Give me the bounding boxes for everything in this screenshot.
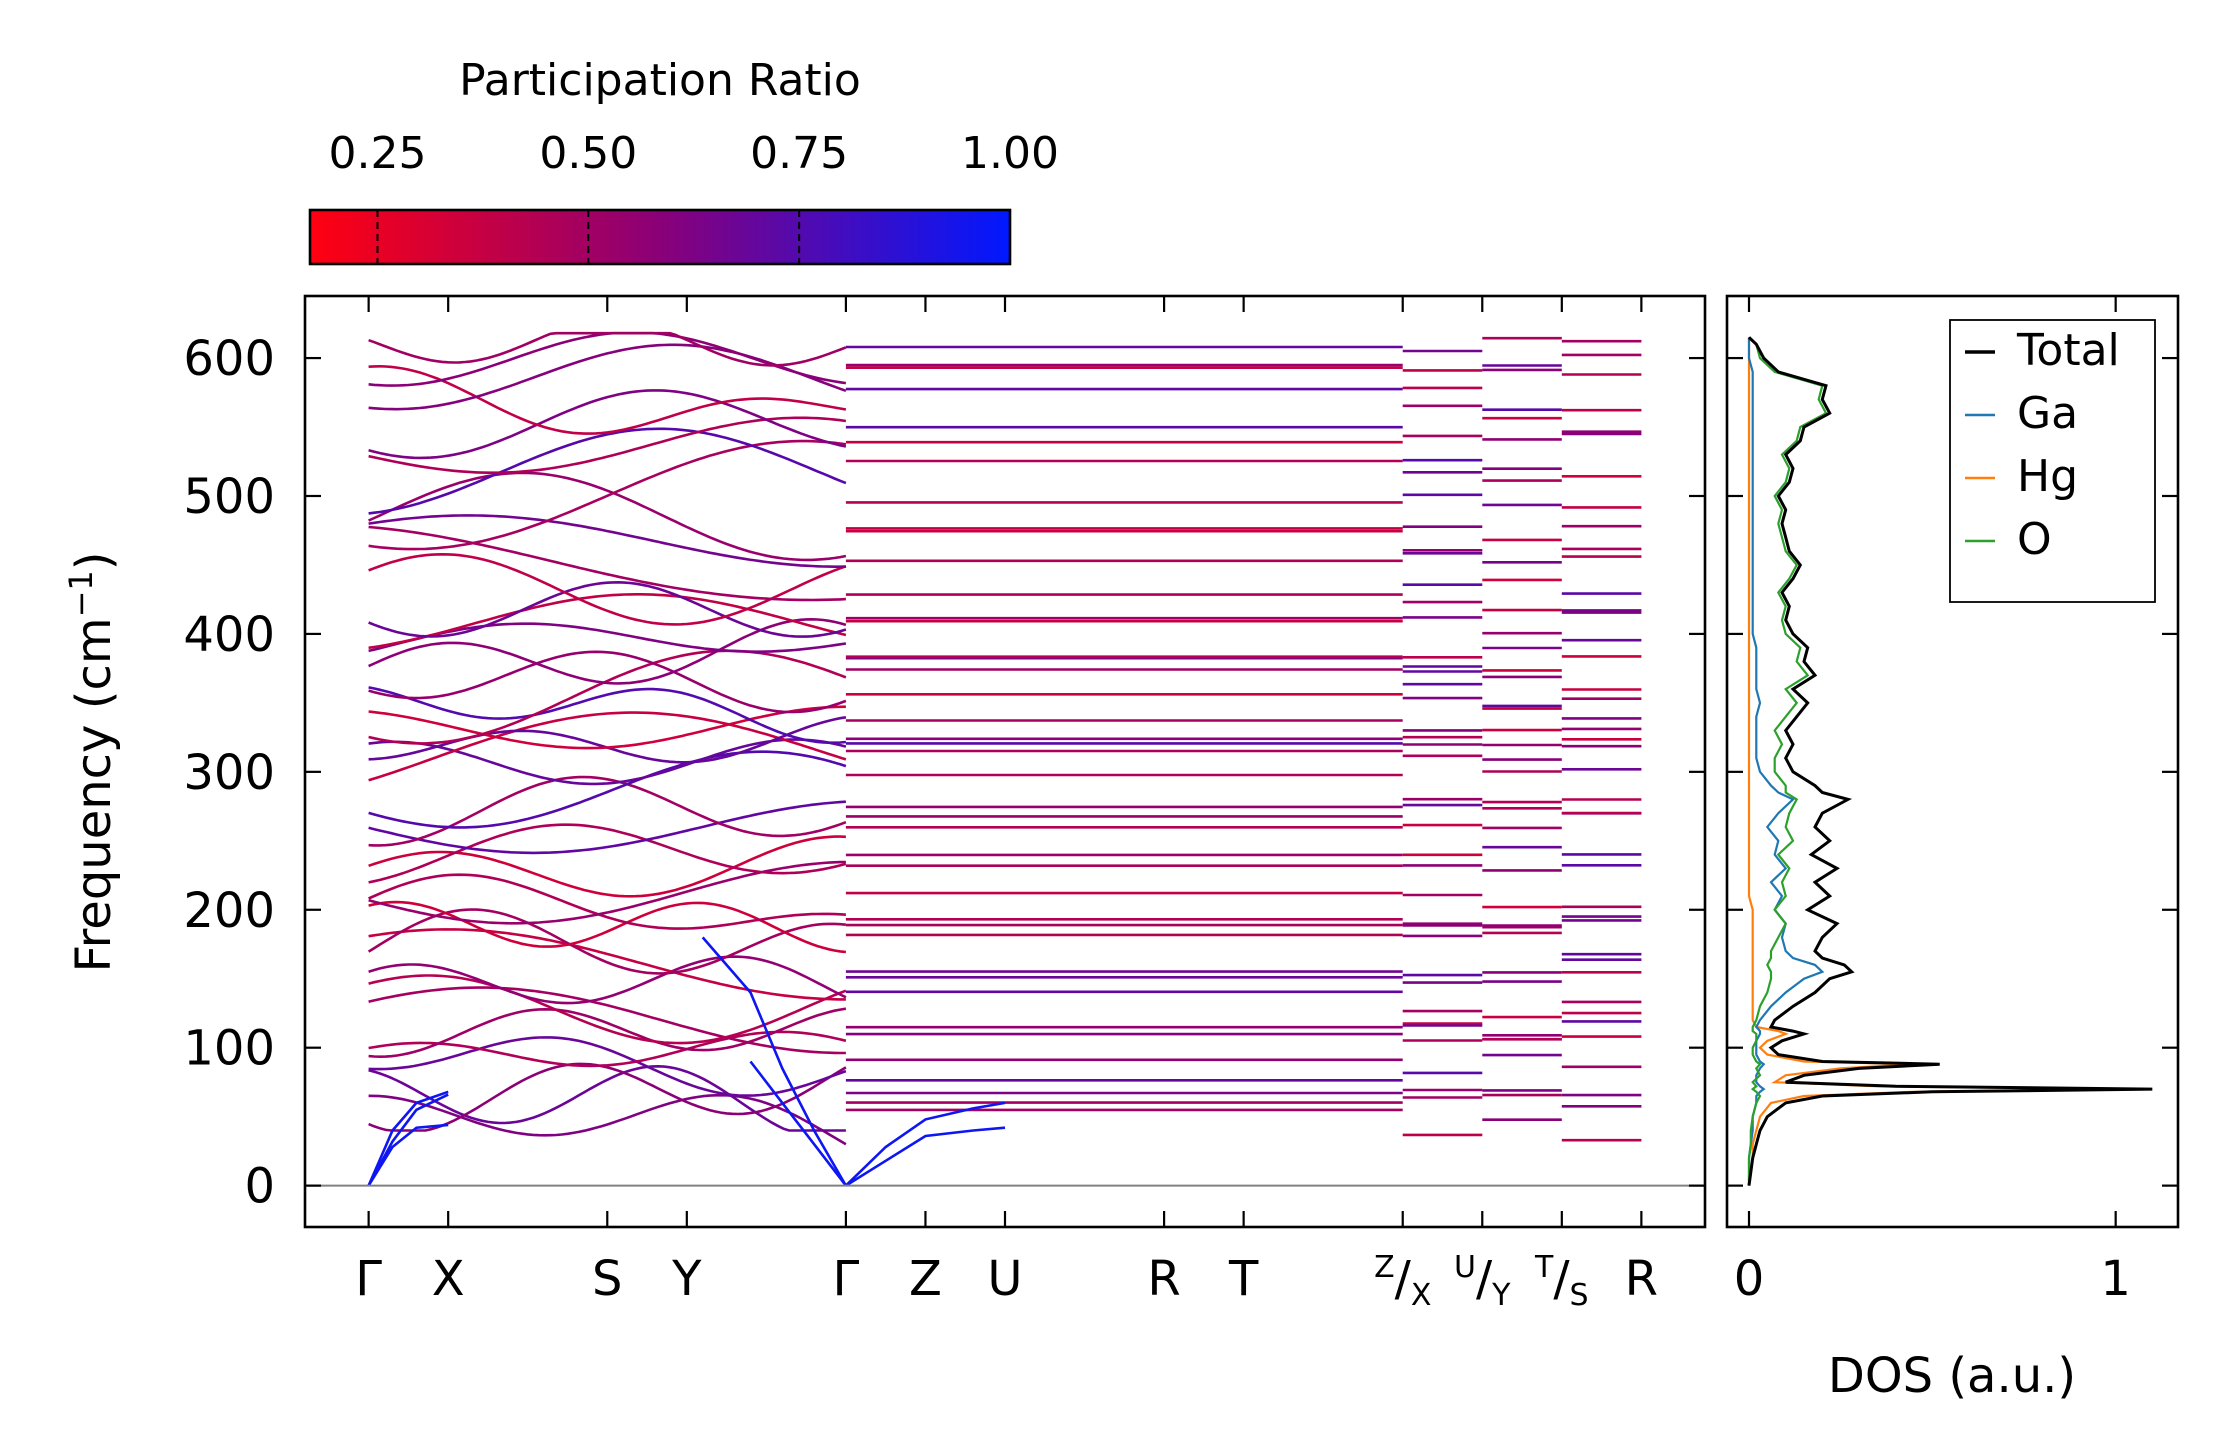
phonon-band (368, 416, 847, 475)
phonon-band (368, 331, 847, 367)
phonon-band (368, 928, 846, 1001)
phonon-band (368, 617, 847, 685)
legend-label: Ga (2017, 388, 2078, 439)
dos-legend: Total Ga Hg O (1949, 319, 2156, 603)
acoustic-branch (749, 1060, 847, 1187)
dos-y-ticks (1727, 356, 2178, 1187)
phonon-band (368, 955, 847, 1005)
y-tick-label: 300 (183, 745, 275, 801)
colorbar-tick-label: 0.50 (539, 128, 637, 179)
phonon-band (368, 580, 847, 638)
kpoint-label: Γ (833, 1251, 860, 1307)
phonon-band (368, 823, 847, 884)
dos-line-o (1747, 336, 1828, 1186)
kpoint-label: R (1625, 1251, 1658, 1307)
phonon-band (368, 900, 847, 954)
kpoint-label: Z/X (1374, 1250, 1431, 1313)
band-y-ticks: 0 100 200 300 400 500 600 (183, 331, 1705, 1215)
phonon-band (368, 800, 846, 855)
phonon-band (368, 427, 847, 515)
colorbar-tick-labels: 0.25 0.50 0.75 1.00 (328, 128, 1058, 179)
y-tick-label: 400 (183, 607, 275, 663)
phonon-band (368, 622, 847, 654)
legend-label: Total (2016, 325, 2120, 376)
phonon-band (368, 439, 847, 551)
phonon-band (368, 986, 846, 1055)
acoustic-branch (845, 1126, 1006, 1187)
y-tick-label: 600 (183, 331, 275, 387)
phonon-band (368, 364, 847, 435)
colorbar-tick-label: 0.75 (750, 128, 848, 179)
kpoint-label: S (592, 1251, 622, 1307)
dos-axes-frame (1725, 294, 2180, 1229)
kpoint-label: Γ (355, 1251, 382, 1307)
kpoint-label: U (987, 1251, 1022, 1307)
dos-x-tick-label: 0 (1734, 1251, 1765, 1307)
y-tick-label: 0 (244, 1159, 275, 1215)
y-tick-label: 100 (183, 1021, 275, 1077)
kpoint-label: T/S (1534, 1250, 1589, 1313)
phonon-band (368, 974, 847, 1045)
kpoint-label: R (1147, 1251, 1180, 1307)
phonon-band (368, 1007, 847, 1059)
colorbar-tick-label: 0.25 (328, 128, 426, 179)
phonon-band (368, 750, 847, 829)
kpoint-label: U/Y (1454, 1250, 1511, 1313)
phonon-band (368, 650, 847, 714)
phonon-band (368, 835, 846, 898)
phonon-band (368, 711, 847, 782)
legend-label: O (2017, 514, 2052, 565)
kpoint-label: X (432, 1251, 465, 1307)
kpoint-label: T (1228, 1251, 1259, 1307)
kpoint-label: Z (909, 1251, 942, 1307)
band-lines (367, 331, 1642, 1187)
phonon-band (368, 552, 847, 626)
dos-line-total (1747, 336, 2153, 1186)
band-y-axis-label: Frequency (cm−1) (62, 551, 122, 972)
acoustic-branch (367, 1093, 449, 1187)
legend-frame (1949, 319, 2156, 603)
phonon-band (368, 1036, 847, 1097)
phonon-band (368, 592, 847, 650)
colorbar-tick-label: 1.00 (961, 128, 1059, 179)
acoustic-branch (844, 1101, 1006, 1187)
phonon-band (368, 1062, 847, 1132)
acoustic-branch (701, 936, 848, 1187)
phonon-band (368, 873, 846, 930)
phonon-band (368, 525, 846, 602)
colorbar-gradient (308, 208, 1012, 266)
y-axis-label: Frequency (cm−1) (62, 551, 122, 972)
y-tick-label: 200 (183, 883, 275, 939)
phonon-band (368, 471, 847, 562)
legend-label: Hg (2017, 451, 2078, 502)
phonon-band (368, 389, 847, 460)
acoustic-branch (367, 1123, 449, 1187)
phonon-band (368, 705, 846, 750)
kpoint-label: Y (671, 1251, 702, 1307)
phonon-band (368, 1093, 847, 1146)
phonon-band (368, 686, 847, 745)
colorbar-title: Participation Ratio (459, 55, 861, 106)
phonon-band (368, 514, 846, 569)
colorbar-ticks (376, 210, 801, 264)
y-axis-label-superscript: −1 (62, 570, 100, 617)
band-x-ticks: Γ X S Y Γ Z U R T Z/XU/YT/S R (355, 296, 1658, 1313)
dos-line-ga (1747, 337, 1825, 1186)
y-tick-label: 500 (183, 469, 275, 525)
colorbar: Participation Ratio 0.25 0.50 0.75 1.00 (308, 55, 1059, 266)
phonon-band (368, 1064, 846, 1132)
acoustic-branch (367, 1090, 449, 1187)
phonon-band (367, 908, 847, 975)
dos-lines (1747, 336, 2153, 1186)
phonon-band (368, 331, 847, 387)
phonon-band (368, 649, 847, 745)
dos-x-tick-label: 1 (2100, 1251, 2131, 1307)
dos-x-axis-label: DOS (a.u.) (1828, 1348, 2076, 1404)
